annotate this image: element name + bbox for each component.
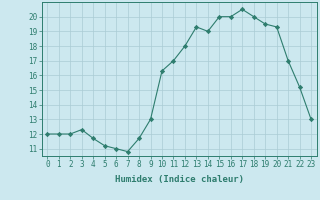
X-axis label: Humidex (Indice chaleur): Humidex (Indice chaleur) xyxy=(115,175,244,184)
